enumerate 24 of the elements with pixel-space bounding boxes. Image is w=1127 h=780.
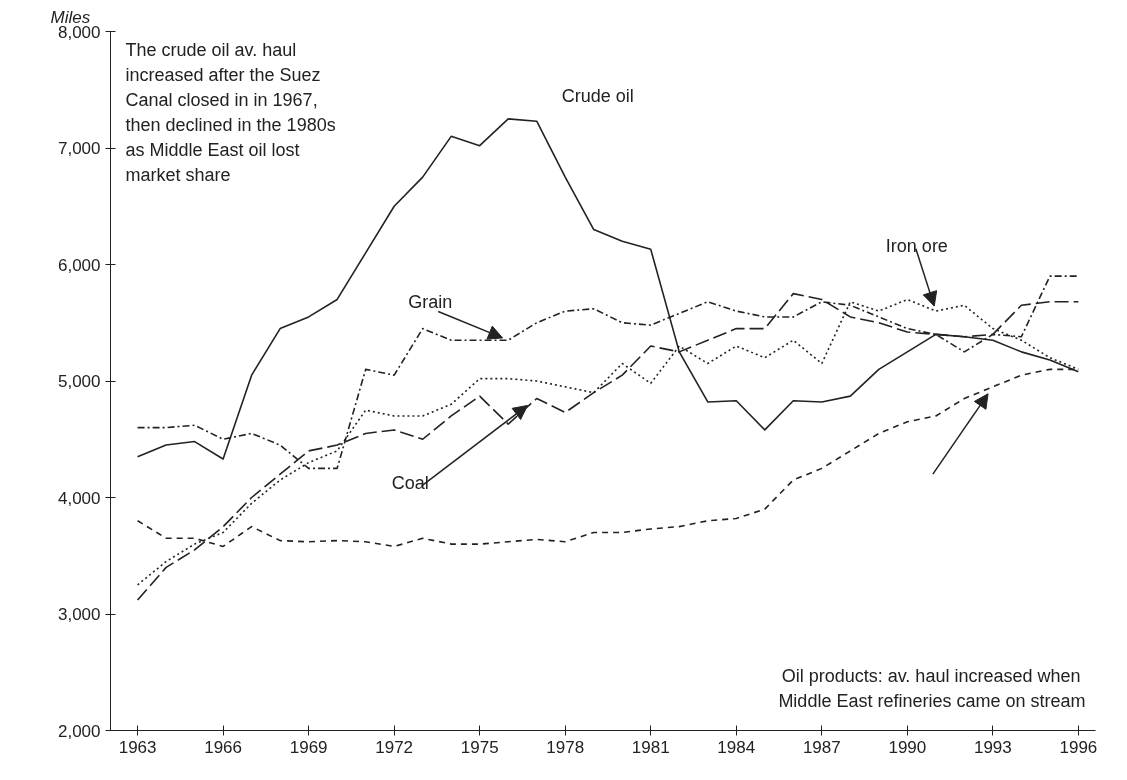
y-tick-label: 4,000 [57, 488, 101, 508]
x-tick-label: 1969 [289, 737, 328, 757]
y-tick-label: 7,000 [57, 139, 101, 158]
series-label: Coal [391, 473, 429, 494]
series-label: Crude oil [561, 86, 634, 107]
x-tick-label: 1966 [204, 737, 243, 757]
x-tick-label: 1987 [802, 737, 841, 757]
x-tick-label: 1993 [973, 737, 1012, 757]
x-tick-label: 1978 [546, 737, 585, 757]
x-tick-label: 1996 [1059, 737, 1098, 757]
x-tick-label: 1984 [717, 737, 756, 757]
y-tick-label: 3,000 [57, 605, 101, 624]
x-tick-label: 1963 [118, 737, 157, 757]
y-tick-label: 6,000 [57, 255, 101, 275]
y-tick-label: 2,000 [57, 721, 101, 741]
x-tick-label: 1975 [460, 737, 499, 757]
x-tick-label: 1981 [631, 737, 670, 757]
x-tick-label: 1990 [888, 737, 927, 757]
annotation: Oil products: av. haul increased when Middle East refineries came on stream [778, 665, 1086, 711]
y-tick-label: 5,000 [57, 372, 101, 391]
x-tick-label: 1972 [375, 737, 414, 757]
text: Iron ore [885, 236, 948, 257]
annotation: The crude oil av. haul increased after the Suez Canal closed in in 1967, then declined in the 1980s as Middle East oil lost market share [125, 39, 336, 185]
series-label: Grain [408, 292, 453, 313]
